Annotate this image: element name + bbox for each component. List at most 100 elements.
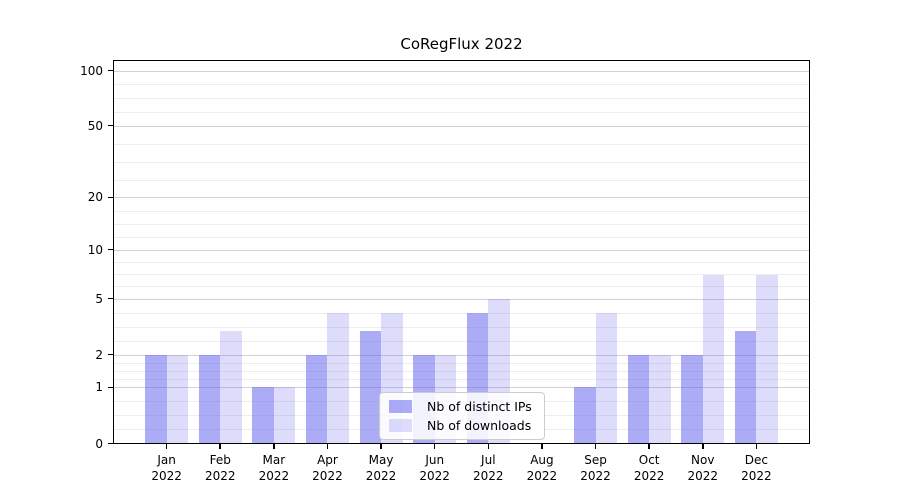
x-tick-jul-2022 bbox=[487, 444, 490, 449]
gridline-minor bbox=[113, 143, 810, 145]
gridline-minor bbox=[113, 236, 810, 238]
y-tick-1 bbox=[108, 386, 113, 389]
x-tick-label-mar-2022: Mar 2022 bbox=[244, 452, 304, 484]
bar-nb-of-distinct-ips-mar-2022 bbox=[252, 387, 274, 444]
y-tick-50 bbox=[108, 124, 113, 127]
y-tick-100 bbox=[108, 69, 113, 72]
bar-nb-of-distinct-ips-apr-2022 bbox=[305, 354, 328, 444]
bar-nb-of-downloads-mar-2022 bbox=[273, 387, 296, 444]
y-tick-label-1: 1 bbox=[95, 380, 103, 395]
bar-nb-of-downloads-sep-2022 bbox=[595, 313, 618, 444]
gridline-major bbox=[113, 298, 810, 300]
x-tick-label-line: Jan bbox=[157, 453, 176, 467]
x-tick-label-line: Apr bbox=[317, 453, 338, 467]
x-tick-label-sep-2022: Sep 2022 bbox=[566, 452, 626, 484]
legend-label-distinct-ips: Nb of distinct IPs bbox=[427, 399, 532, 414]
gridline-minor bbox=[113, 98, 810, 100]
gridline-minor bbox=[113, 223, 810, 225]
x-tick-oct-2022 bbox=[648, 444, 650, 449]
chart-title: CoRegFlux 2022 bbox=[400, 35, 523, 53]
x-tick-label-jul-2022: Jul 2022 bbox=[458, 452, 518, 484]
x-tick-label-dec-2022: Dec 2022 bbox=[726, 452, 786, 484]
gridline-minor bbox=[113, 179, 810, 181]
gridline-minor bbox=[113, 210, 810, 212]
bar-nb-of-downloads-apr-2022 bbox=[327, 313, 349, 444]
x-tick-label-nov-2022: Nov 2022 bbox=[673, 452, 733, 484]
gridline-minor bbox=[113, 362, 810, 364]
y-tick-2 bbox=[108, 353, 113, 356]
x-tick-feb-2022 bbox=[219, 444, 221, 449]
x-tick-label-feb-2022: Feb 2022 bbox=[190, 452, 250, 484]
y-tick-label-5: 5 bbox=[95, 291, 103, 306]
x-tick-label-line: 2022 bbox=[365, 469, 397, 483]
x-tick-label-line: Nov bbox=[691, 453, 715, 467]
x-tick-may-2022 bbox=[380, 444, 382, 449]
x-tick-mar-2022 bbox=[273, 444, 275, 449]
y-tick-label-100: 100 bbox=[80, 63, 103, 78]
x-tick-label-line: Sep bbox=[584, 453, 607, 467]
legend-swatch-downloads bbox=[389, 419, 412, 432]
gridline-minor bbox=[113, 379, 810, 381]
bar-nb-of-downloads-feb-2022 bbox=[220, 331, 242, 444]
gridline-minor bbox=[113, 312, 810, 314]
y-tick-label-2: 2 bbox=[95, 347, 103, 362]
x-tick-label-line: Jul bbox=[481, 453, 496, 467]
gridline-minor bbox=[113, 261, 810, 263]
x-tick-label-line: Aug bbox=[530, 453, 554, 467]
x-tick-label-line: 2022 bbox=[473, 469, 504, 483]
gridline-major bbox=[113, 197, 810, 199]
gridline-minor bbox=[113, 84, 810, 86]
x-tick-label-line: 2022 bbox=[526, 469, 558, 483]
x-tick-label-line: Dec bbox=[744, 453, 768, 467]
gridline-minor bbox=[113, 111, 810, 113]
bar-nb-of-distinct-ips-dec-2022 bbox=[734, 331, 757, 444]
bar-nb-of-downloads-oct-2022 bbox=[649, 354, 671, 444]
bar-nb-of-distinct-ips-may-2022 bbox=[359, 331, 382, 444]
x-tick-label-line: May bbox=[368, 453, 394, 467]
x-tick-label-line: 2022 bbox=[580, 469, 611, 483]
legend-swatch-distinct-ips bbox=[389, 400, 412, 413]
x-tick-label-line: Oct bbox=[638, 453, 660, 467]
x-tick-label-line: Jun bbox=[425, 453, 445, 467]
x-tick-label-aug-2022: Aug 2022 bbox=[512, 452, 572, 484]
gridline-major bbox=[113, 249, 810, 251]
legend: Nb of distinct IPs Nb of downloads bbox=[379, 392, 545, 440]
gridline-major bbox=[113, 125, 810, 127]
x-tick-label-line: 2022 bbox=[312, 469, 343, 483]
y-tick-5 bbox=[108, 297, 113, 300]
x-tick-label-line: 2022 bbox=[687, 469, 719, 483]
gridline-minor bbox=[113, 326, 810, 328]
x-tick-dec-2022 bbox=[755, 444, 758, 449]
y-tick-label-10: 10 bbox=[87, 242, 103, 257]
bar-nb-of-distinct-ips-jan-2022 bbox=[145, 354, 167, 444]
x-tick-label-line: 2022 bbox=[419, 469, 450, 483]
x-tick-label-line: Mar bbox=[262, 453, 286, 467]
x-tick-label-may-2022: May 2022 bbox=[351, 452, 411, 484]
gridline-minor bbox=[113, 371, 810, 373]
y-tick-0 bbox=[108, 442, 113, 445]
x-tick-nov-2022 bbox=[702, 444, 704, 449]
legend-label-downloads: Nb of downloads bbox=[427, 418, 532, 433]
gridline-major bbox=[113, 387, 810, 389]
bar-nb-of-downloads-jan-2022 bbox=[166, 354, 189, 444]
gridline-major bbox=[113, 70, 810, 72]
x-tick-label-jan-2022: Jan 2022 bbox=[137, 452, 197, 484]
legend-item-distinct-ips: Nb of distinct IPs bbox=[389, 399, 535, 414]
x-tick-label-line: Feb bbox=[209, 453, 231, 467]
x-tick-label-jun-2022: Jun 2022 bbox=[405, 452, 465, 484]
x-tick-label-line: 2022 bbox=[204, 469, 236, 483]
x-tick-label-line: 2022 bbox=[151, 469, 182, 483]
gridline-minor bbox=[113, 340, 810, 342]
x-tick-jun-2022 bbox=[433, 444, 436, 449]
y-tick-label-0: 0 bbox=[95, 436, 103, 451]
bar-nb-of-distinct-ips-feb-2022 bbox=[198, 354, 221, 444]
y-tick-20 bbox=[108, 196, 113, 199]
x-tick-jan-2022 bbox=[165, 444, 168, 449]
x-tick-sep-2022 bbox=[594, 444, 597, 449]
x-tick-label-oct-2022: Oct 2022 bbox=[619, 452, 679, 484]
bar-nb-of-downloads-dec-2022 bbox=[756, 275, 778, 444]
y-tick-label-20: 20 bbox=[87, 190, 103, 205]
x-tick-label-line: 2022 bbox=[258, 469, 290, 483]
x-tick-label-apr-2022: Apr 2022 bbox=[297, 452, 357, 484]
